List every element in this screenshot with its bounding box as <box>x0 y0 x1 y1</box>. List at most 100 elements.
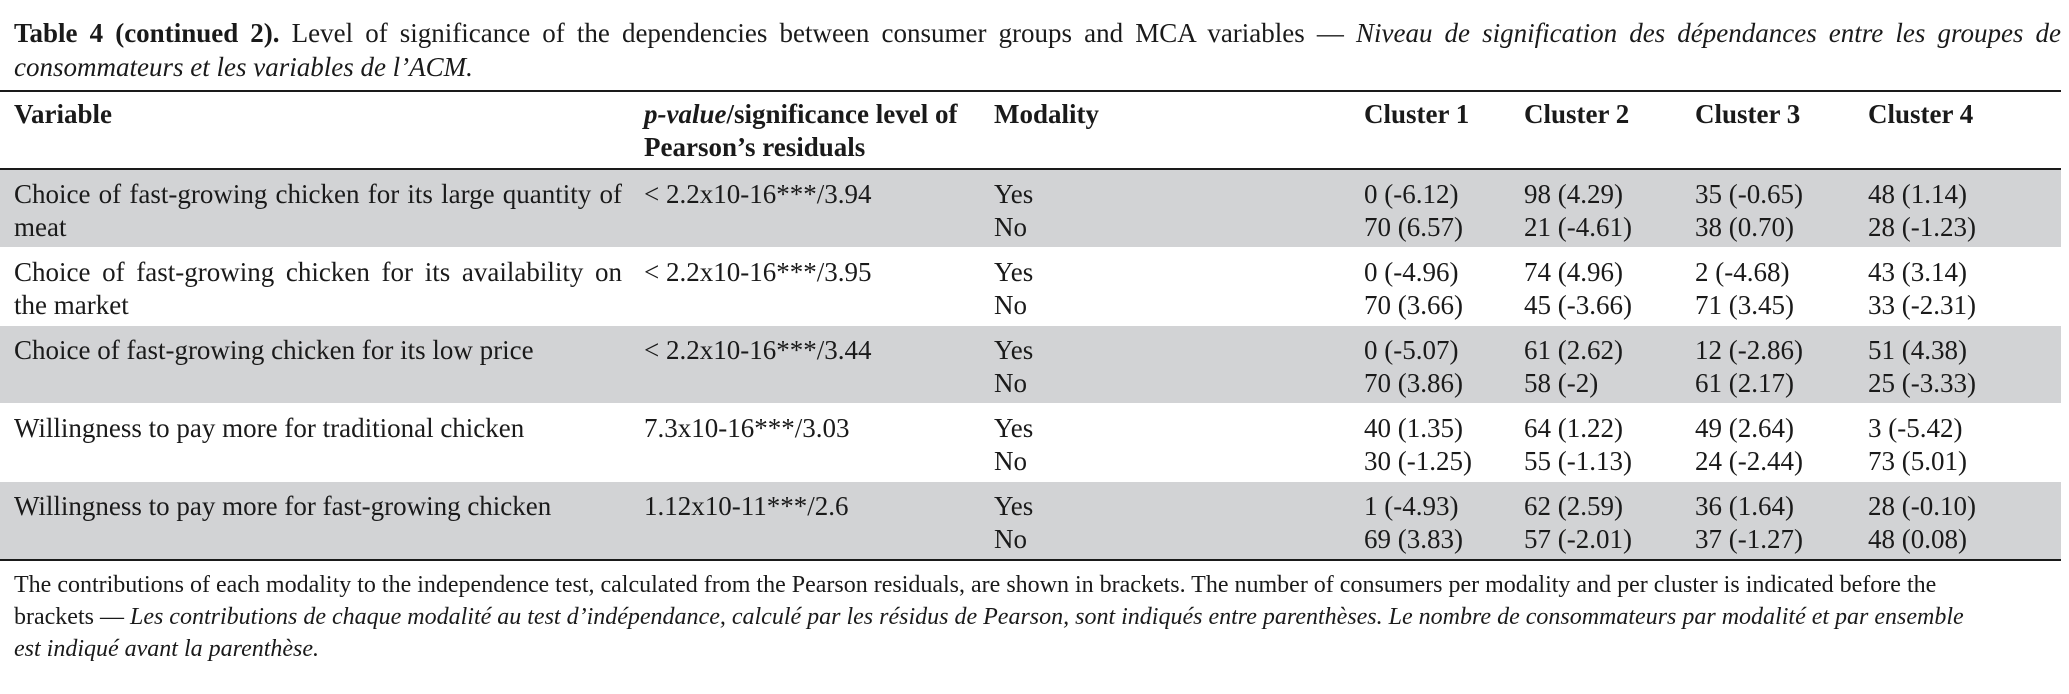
cluster-1-cell: 40 (1.35) 30 (-1.25) <box>1364 404 1524 482</box>
header-pvalue-rest: /significance level of Pearson’s residua… <box>644 99 958 162</box>
cluster-value: 28 (-1.23) <box>1868 212 1976 242</box>
cluster-value: 74 (4.96) <box>1524 257 1623 287</box>
modality-no: No <box>994 290 1027 320</box>
header-cluster-2: Cluster 2 <box>1524 99 1630 129</box>
cluster-4-cell: 3 (-5.42) 73 (5.01) <box>1868 404 2061 482</box>
modality-yes: Yes <box>994 179 1034 209</box>
cluster-value: 38 (0.70) <box>1695 212 1794 242</box>
cluster-1-cell: 1 (-4.93) 69 (3.83) <box>1364 481 1524 560</box>
cluster-value: 33 (-2.31) <box>1868 290 1976 320</box>
cluster-value: 2 (-4.68) <box>1695 257 1790 287</box>
cluster-2-cell: 61 (2.62) 58 (-2) <box>1524 325 1695 404</box>
header-modality: Modality <box>994 99 1099 129</box>
caption-label: Table 4 (continued 2). <box>14 18 280 48</box>
cluster-4-cell: 48 (1.14) 28 (-1.23) <box>1868 169 2061 248</box>
cluster-1-cell: 0 (-6.12) 70 (6.57) <box>1364 169 1524 248</box>
caption-text-en: Level of significance of the dependencie… <box>279 18 1356 48</box>
table-footnote: The contributions of each modality to th… <box>14 569 2061 665</box>
table-row: Willingness to pay more for traditional … <box>0 404 2061 482</box>
header-cluster-3: Cluster 3 <box>1695 99 1801 129</box>
variable-cell: Choice of fast-growing chicken for its l… <box>0 325 644 404</box>
cluster-value: 61 (2.17) <box>1695 368 1794 398</box>
cluster-4-cell: 28 (-0.10) 48 (0.08) <box>1868 481 2061 560</box>
cluster-value: 0 (-5.07) <box>1364 335 1459 365</box>
cluster-value: 0 (-4.96) <box>1364 257 1459 287</box>
cluster-value: 70 (3.66) <box>1364 290 1463 320</box>
table-row: Willingness to pay more for fast-growing… <box>0 481 2061 560</box>
footnote-text-fr: Les contributions de chaque modalité au … <box>14 604 1964 662</box>
cluster-value: 48 (0.08) <box>1868 524 1967 554</box>
modality-cell: Yes No <box>994 481 1364 560</box>
cluster-3-cell: 12 (-2.86) 61 (2.17) <box>1695 325 1868 404</box>
header-variable: Variable <box>14 99 113 129</box>
cluster-value: 62 (2.59) <box>1524 491 1623 521</box>
modality-cell: Yes No <box>994 248 1364 326</box>
pvalue-cell: < 2.2x10-16***/3.94 <box>644 169 994 248</box>
cluster-3-cell: 2 (-4.68) 71 (3.45) <box>1695 248 1868 326</box>
cluster-value: 55 (-1.13) <box>1524 446 1632 476</box>
cluster-value: 35 (-0.65) <box>1695 179 1803 209</box>
cluster-value: 57 (-2.01) <box>1524 524 1632 554</box>
table-header-row: Variable p-value/significance level of P… <box>0 91 2061 169</box>
variable-cell: Choice of fast-growing chicken for its a… <box>14 257 622 320</box>
cluster-1-cell: 0 (-5.07) 70 (3.86) <box>1364 325 1524 404</box>
footnote-text-en: The contributions of each modality to th… <box>14 572 1937 630</box>
modality-no: No <box>994 446 1027 476</box>
pvalue-cell: < 2.2x10-16***/3.95 <box>644 257 872 287</box>
modality-cell: Yes No <box>994 404 1364 482</box>
cluster-value: 48 (1.14) <box>1868 179 1967 209</box>
cluster-4-cell: 51 (4.38) 25 (-3.33) <box>1868 325 2061 404</box>
cluster-value: 1 (-4.93) <box>1364 491 1459 521</box>
modality-yes: Yes <box>994 413 1034 443</box>
cluster-value: 70 (6.57) <box>1364 212 1463 242</box>
modality-no: No <box>994 212 1027 242</box>
modality-no: No <box>994 524 1027 554</box>
cluster-value: 24 (-2.44) <box>1695 446 1803 476</box>
cluster-value: 43 (3.14) <box>1868 257 1967 287</box>
cluster-value: 21 (-4.61) <box>1524 212 1632 242</box>
variable-cell: Willingness to pay more for fast-growing… <box>0 481 644 560</box>
cluster-2-cell: 64 (1.22) 55 (-1.13) <box>1524 404 1695 482</box>
cluster-value: 37 (-1.27) <box>1695 524 1803 554</box>
modality-cell: Yes No <box>994 325 1364 404</box>
pvalue-cell: 1.12x10-11***/2.6 <box>644 481 994 560</box>
significance-table: Variable p-value/significance level of P… <box>0 90 2061 561</box>
table-caption: Table 4 (continued 2). Level of signific… <box>14 16 2061 84</box>
modality-no: No <box>994 368 1027 398</box>
variable-cell: Willingness to pay more for traditional … <box>14 413 525 443</box>
cluster-value: 58 (-2) <box>1524 368 1599 398</box>
cluster-value: 70 (3.86) <box>1364 368 1463 398</box>
cluster-value: 71 (3.45) <box>1695 290 1794 320</box>
cluster-value: 69 (3.83) <box>1364 524 1463 554</box>
cluster-value: 45 (-3.66) <box>1524 290 1632 320</box>
cluster-value: 30 (-1.25) <box>1364 446 1472 476</box>
cluster-1-cell: 0 (-4.96) 70 (3.66) <box>1364 248 1524 326</box>
cluster-value: 12 (-2.86) <box>1695 335 1803 365</box>
caption-text-fr: Niveau de signification des dépendances … <box>14 18 2062 82</box>
cluster-4-cell: 43 (3.14) 33 (-2.31) <box>1868 248 2061 326</box>
cluster-2-cell: 98 (4.29) 21 (-4.61) <box>1524 169 1695 248</box>
header-pvalue: p-value/significance level of Pearson’s … <box>644 91 994 169</box>
variable-cell: Choice of fast-growing chicken for its l… <box>0 169 644 248</box>
cluster-value: 98 (4.29) <box>1524 179 1623 209</box>
header-cluster-4: Cluster 4 <box>1868 99 1974 129</box>
cluster-value: 25 (-3.33) <box>1868 368 1976 398</box>
cluster-3-cell: 35 (-0.65) 38 (0.70) <box>1695 169 1868 248</box>
cluster-2-cell: 62 (2.59) 57 (-2.01) <box>1524 481 1695 560</box>
cluster-value: 36 (1.64) <box>1695 491 1794 521</box>
table-row: Choice of fast-growing chicken for its l… <box>0 325 2061 404</box>
cluster-value: 40 (1.35) <box>1364 413 1463 443</box>
modality-yes: Yes <box>994 335 1034 365</box>
cluster-value: 0 (-6.12) <box>1364 179 1459 209</box>
modality-yes: Yes <box>994 491 1034 521</box>
table-row: Choice of fast-growing chicken for its l… <box>0 169 2061 248</box>
cluster-value: 51 (4.38) <box>1868 335 1967 365</box>
cluster-3-cell: 36 (1.64) 37 (-1.27) <box>1695 481 1868 560</box>
modality-yes: Yes <box>994 257 1034 287</box>
pvalue-cell: 7.3x10-16***/3.03 <box>644 413 850 443</box>
modality-cell: Yes No <box>994 169 1364 248</box>
header-cluster-1: Cluster 1 <box>1364 99 1470 129</box>
cluster-2-cell: 74 (4.96) 45 (-3.66) <box>1524 248 1695 326</box>
table-row: Choice of fast-growing chicken for its a… <box>0 248 2061 326</box>
